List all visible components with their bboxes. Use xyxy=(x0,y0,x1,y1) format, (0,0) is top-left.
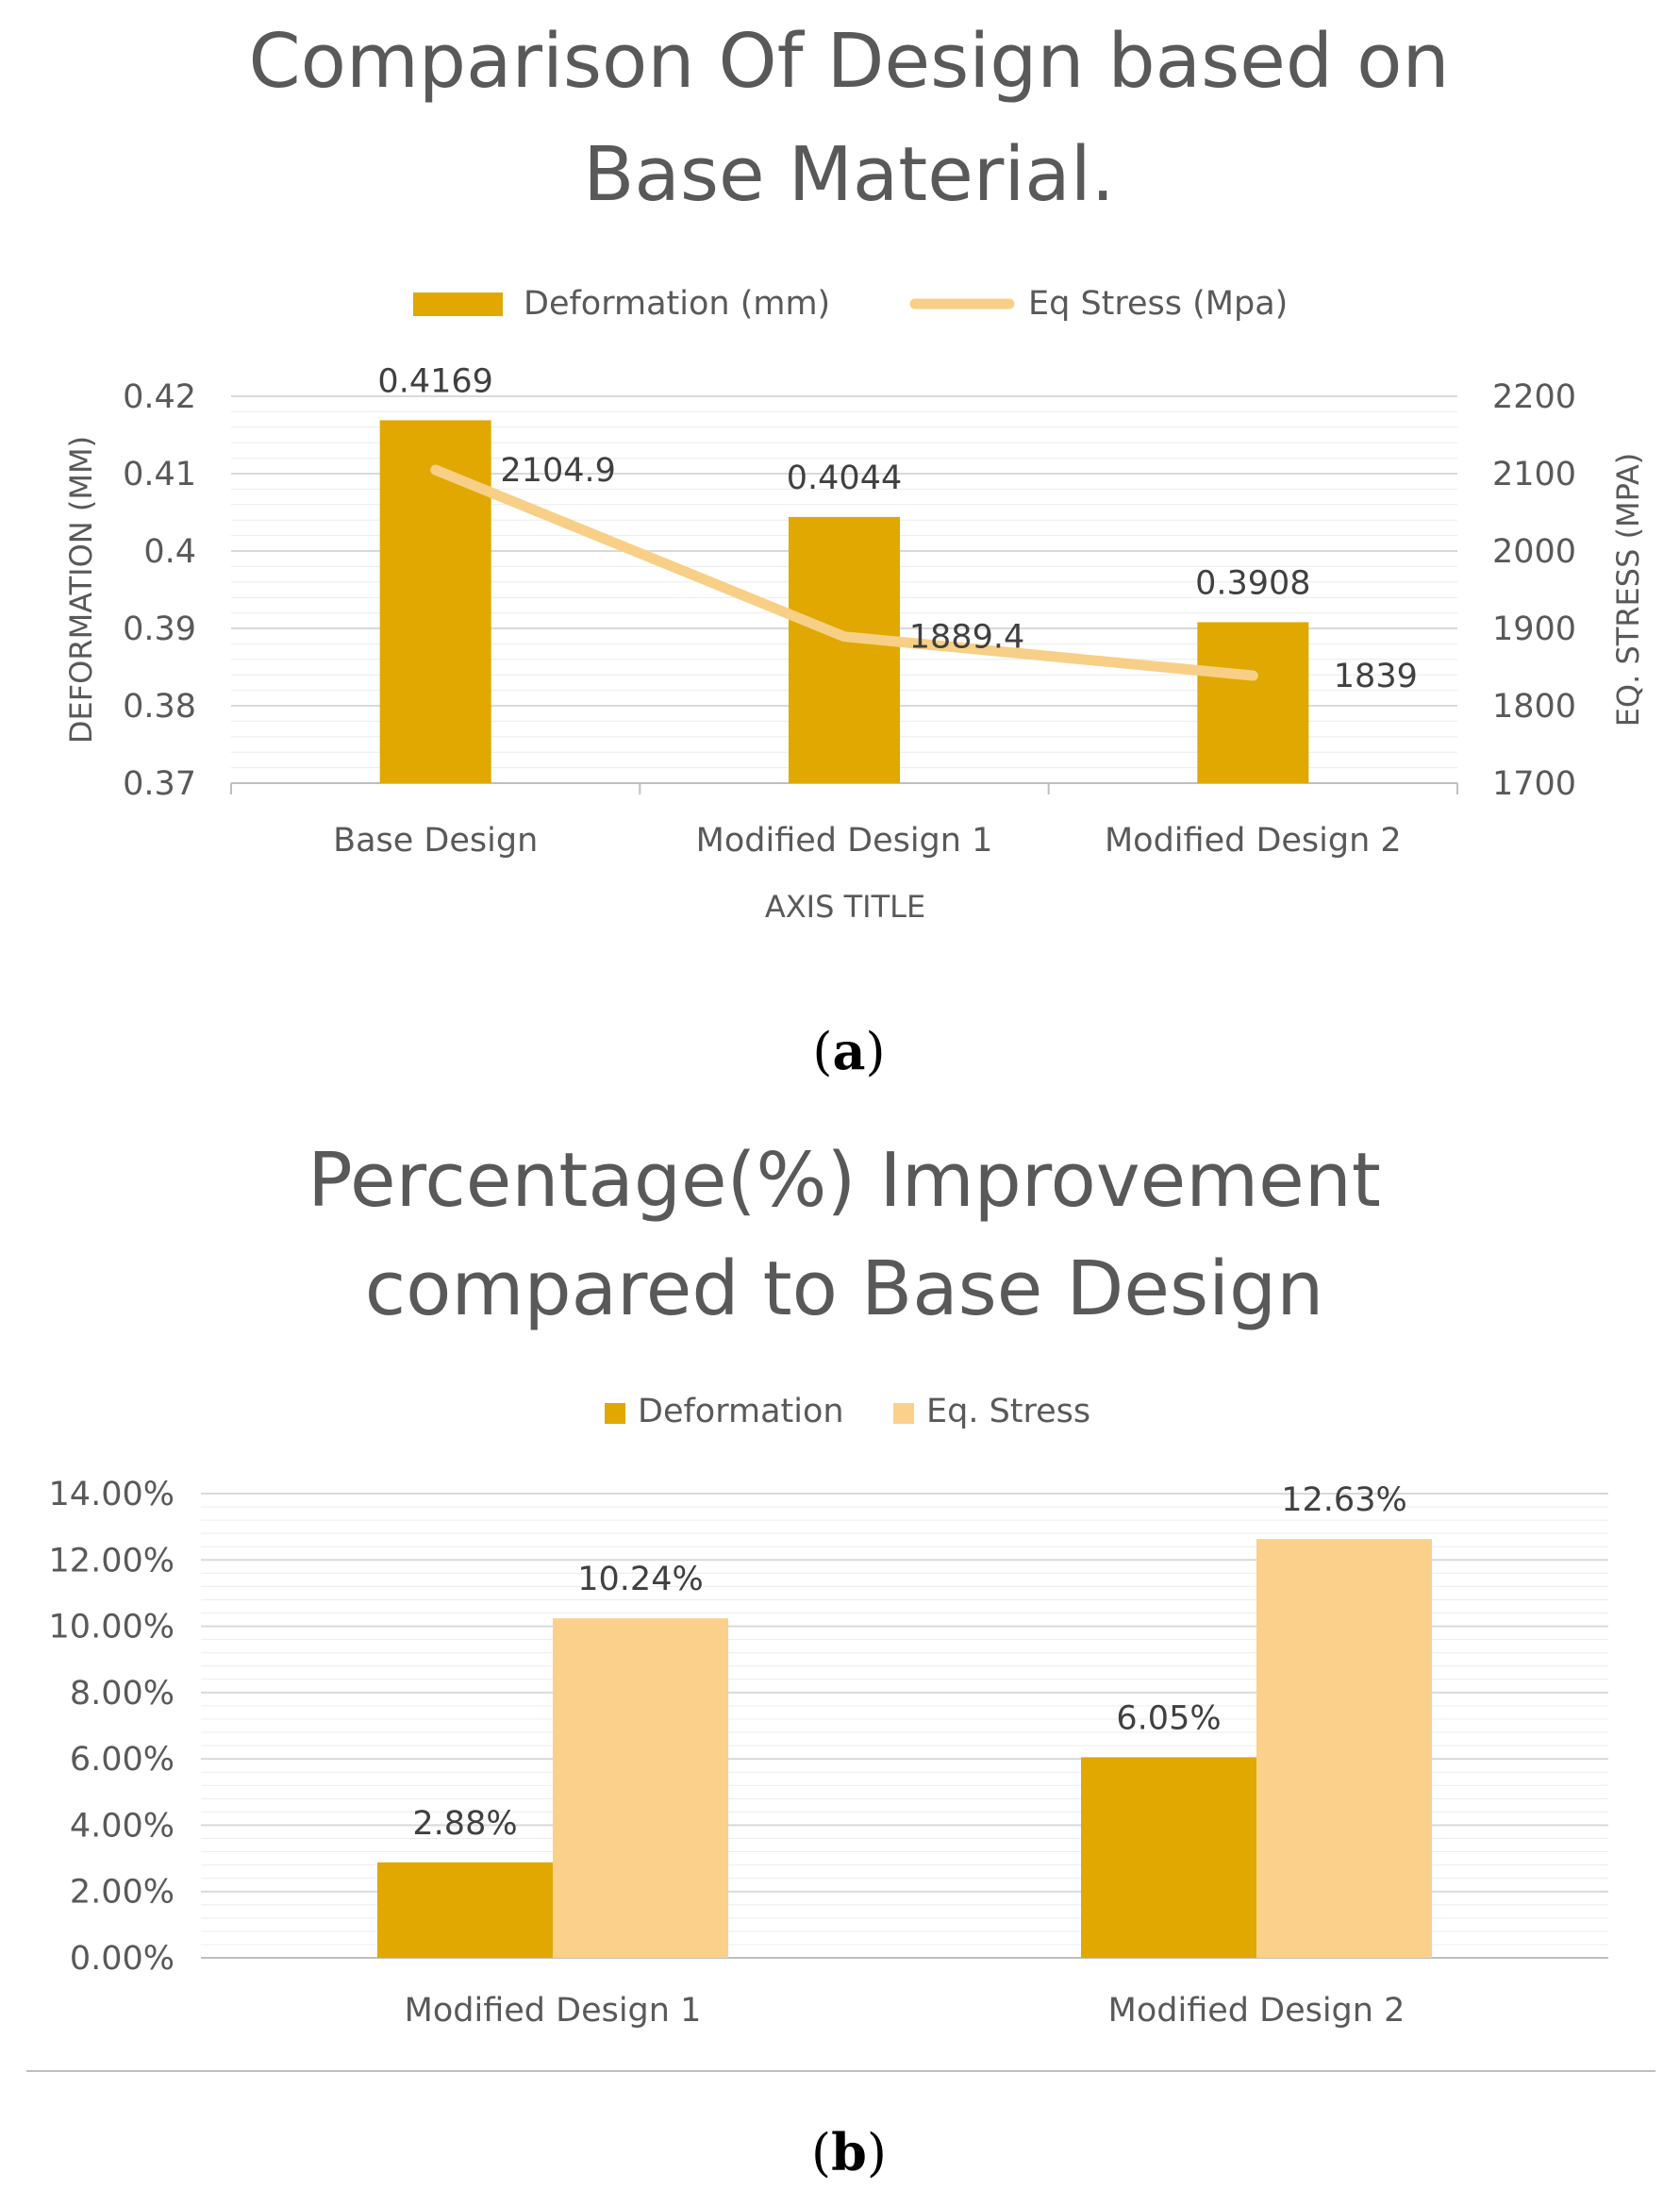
data-label-deformation: 0.4169 xyxy=(377,362,492,400)
bar-eq-stress xyxy=(553,1618,728,1958)
caption-b-close: ) xyxy=(867,2123,887,2182)
chart-a-y-axis-title: DEFORMATION (MM) xyxy=(63,436,99,744)
legend-label-deformation: Deformation (mm) xyxy=(524,285,830,323)
data-label-eq-stress: 1889.4 xyxy=(909,619,1024,657)
bar-deformation xyxy=(1081,1757,1256,1958)
y2-tick-label: 2000 xyxy=(1492,533,1576,571)
x-tick-label: Modified Design 1 xyxy=(696,822,993,860)
bar-deformation xyxy=(377,1862,553,1958)
chart-a-x-axis-title: AXIS TITLE xyxy=(765,889,925,925)
line-eq-stress xyxy=(430,464,1258,681)
y-tick-label: 4.00% xyxy=(70,1807,175,1845)
legend-swatch-deformation xyxy=(413,292,503,316)
y-tick-label: 0.37 xyxy=(123,765,196,803)
chart-a-line xyxy=(430,464,1258,681)
chart-b: Percentage(%) Improvement compared to Ba… xyxy=(26,1137,1655,2182)
y2-tick-label: 1900 xyxy=(1492,610,1576,648)
y2-tick-label: 1700 xyxy=(1492,765,1576,803)
data-label-eq-stress: 2104.9 xyxy=(500,452,615,490)
y-tick-label: 0.00% xyxy=(70,1940,175,1978)
caption-a-open: ( xyxy=(812,1022,832,1081)
caption-b-letter: b xyxy=(831,2122,867,2182)
y-tick-label: 0.38 xyxy=(123,688,196,726)
y-tick-label: 0.39 xyxy=(123,610,196,648)
data-label-deformation: 2.88% xyxy=(412,1805,517,1843)
x-tick-label: Base Design xyxy=(333,822,538,860)
y-tick-label: 12.00% xyxy=(49,1542,175,1579)
bar-deformation xyxy=(1197,622,1309,783)
chart-b-tick-labels: 0.00% 2.00% 4.00% 6.00% 8.00% 10.00% 12.00% 14.… xyxy=(49,1476,1406,2030)
legend-swatch-eq-stress-b xyxy=(893,1403,914,1424)
chart-b-bars xyxy=(377,1539,1432,1958)
chart-a-tick-labels: 0.37 0.38 0.39 0.4 0.41 0.42 1700 1800 1900 2000 2… xyxy=(123,378,1576,860)
y2-tick-label: 1800 xyxy=(1492,688,1576,726)
chart-a-y2-axis-title: EQ. STRESS (MPA) xyxy=(1610,453,1646,727)
data-label-deformation: 0.3908 xyxy=(1195,564,1310,602)
y-tick-label: 8.00% xyxy=(70,1675,175,1713)
data-label-deformation: 0.4044 xyxy=(787,460,902,497)
chart-a-title-line-1: Comparison Of Design based on xyxy=(248,18,1449,105)
bar-eq-stress xyxy=(1256,1539,1432,1958)
bar-deformation xyxy=(789,516,900,783)
y-tick-label: 0.4 xyxy=(143,533,196,571)
caption-b: (b) xyxy=(811,2122,887,2182)
data-label-eq-stress: 1839 xyxy=(1334,658,1418,695)
caption-b-open: ( xyxy=(811,2123,831,2182)
x-tick-label: Modified Design 2 xyxy=(1108,1992,1406,2030)
legend-label-eq-stress-b: Eq. Stress xyxy=(926,1393,1090,1430)
chart-b-data-labels: 2.88% 6.05% 10.24% 12.63% xyxy=(412,1481,1406,1843)
caption-a-letter: a xyxy=(833,1021,866,1081)
y2-tick-label: 2200 xyxy=(1492,378,1576,416)
data-label-eq-stress: 12.63% xyxy=(1281,1481,1406,1519)
legend-label-deformation-b: Deformation xyxy=(638,1393,844,1430)
chart-b-title-line-2: compared to Base Design xyxy=(365,1245,1324,1332)
legend-label-eq-stress: Eq Stress (Mpa) xyxy=(1028,285,1288,323)
y-tick-label: 14.00% xyxy=(49,1476,175,1513)
x-tick-label: Modified Design 1 xyxy=(405,1992,702,2030)
y2-tick-label: 2100 xyxy=(1492,456,1576,493)
caption-a: (a) xyxy=(812,1021,885,1081)
chart-a-title-line-2: Base Material. xyxy=(583,131,1115,218)
data-label-deformation: 6.05% xyxy=(1116,1699,1221,1737)
y-tick-label: 10.00% xyxy=(49,1609,175,1646)
chart-a: Comparison Of Design based on Base Mater… xyxy=(63,18,1646,1081)
y-tick-label: 0.41 xyxy=(123,456,196,493)
caption-a-close: ) xyxy=(866,1022,886,1081)
chart-b-title-line-1: Percentage(%) Improvement xyxy=(308,1137,1381,1224)
y-tick-label: 0.42 xyxy=(123,378,196,416)
y-tick-label: 6.00% xyxy=(70,1741,175,1779)
legend-swatch-deformation-b xyxy=(605,1403,625,1424)
data-label-eq-stress: 10.24% xyxy=(577,1561,703,1598)
x-tick-label: Modified Design 2 xyxy=(1105,822,1402,860)
chart-a-data-labels: 0.4169 0.4044 0.3908 2104.9 1889.4 1839 xyxy=(377,362,1417,695)
y-tick-label: 2.00% xyxy=(70,1874,175,1912)
